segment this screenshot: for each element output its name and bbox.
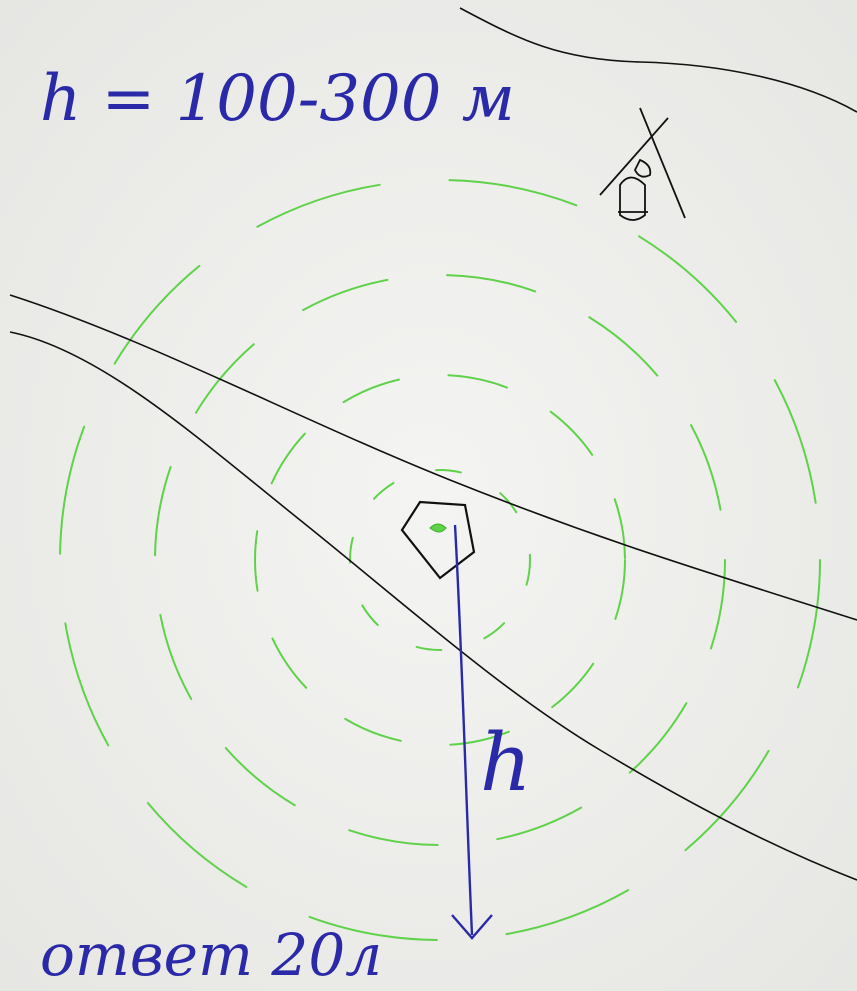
page: h = 100-300 м h ответ 20л (() => { const… xyxy=(0,0,857,991)
paper xyxy=(0,0,857,991)
answer: ответ 20л xyxy=(40,921,382,989)
sketch: h = 100-300 м h ответ 20л xyxy=(0,0,857,991)
height-range: h = 100-300 м xyxy=(40,62,515,136)
arrow-label: h xyxy=(480,716,532,809)
